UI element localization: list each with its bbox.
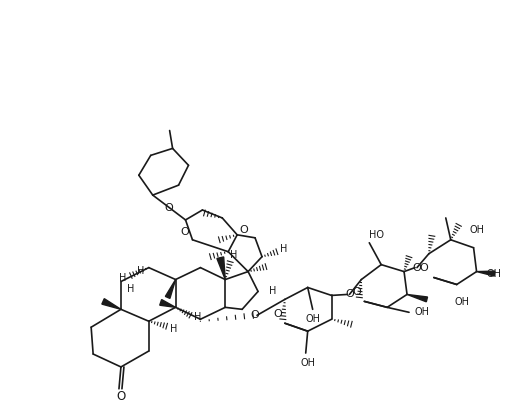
Text: H: H [137,265,145,275]
Text: O: O [180,227,189,237]
Text: H: H [170,324,177,334]
Text: OH: OH [300,358,315,368]
Polygon shape [217,257,225,280]
Text: O: O [116,390,126,403]
Text: O: O [274,309,282,319]
Text: H: H [269,286,277,296]
Text: O: O [240,225,248,235]
Text: OH: OH [469,225,484,235]
Text: O: O [412,263,421,273]
Text: HO: HO [369,230,384,240]
Text: OH: OH [305,314,320,324]
Polygon shape [407,294,428,302]
Text: OH: OH [414,307,429,317]
Polygon shape [102,298,121,309]
Text: OH: OH [487,269,502,278]
Text: H: H [280,244,288,254]
Text: O: O [352,288,361,298]
Text: H: H [229,250,237,260]
Text: O: O [251,310,259,320]
Text: O: O [164,203,173,213]
Text: O: O [420,263,428,273]
Polygon shape [165,280,176,298]
Polygon shape [477,271,495,276]
Text: H: H [194,312,201,322]
Polygon shape [160,300,176,307]
Text: OH: OH [454,297,469,307]
Text: H: H [119,273,127,283]
Text: H: H [127,285,135,294]
Text: O: O [345,289,354,299]
